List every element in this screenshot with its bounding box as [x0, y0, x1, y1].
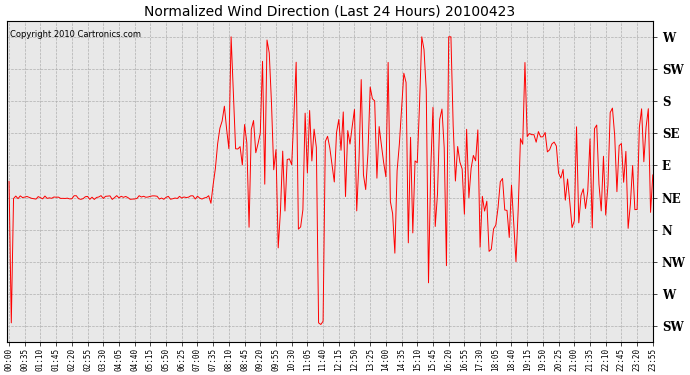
Title: Normalized Wind Direction (Last 24 Hours) 20100423: Normalized Wind Direction (Last 24 Hours… [144, 4, 515, 18]
Text: Copyright 2010 Cartronics.com: Copyright 2010 Cartronics.com [10, 30, 141, 39]
